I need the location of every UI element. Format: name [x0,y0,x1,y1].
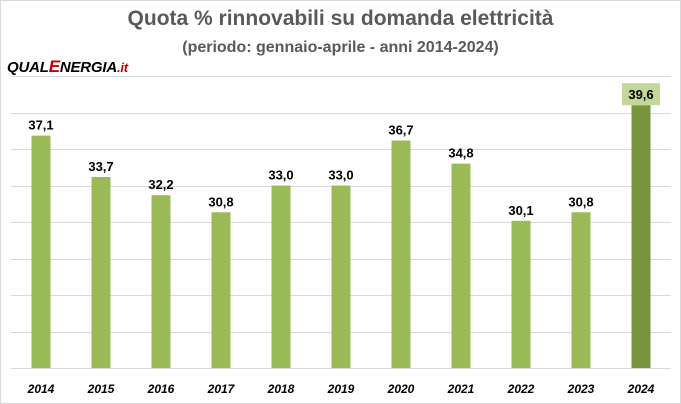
bar-2017 [211,212,231,368]
logo-part-it: .it [116,60,128,75]
data-label-2022: 30,1 [508,203,533,218]
x-tick-label-2023: 2023 [567,382,595,396]
bar-2024 [631,105,651,368]
bar-2014 [31,135,51,368]
bar-2023 [571,212,591,368]
logo-part-e: E [48,57,60,76]
data-label-2018: 33,0 [268,168,293,183]
x-tick-label-2020: 2020 [387,382,415,396]
bar-2018 [271,185,291,368]
highlight-label-background [622,83,660,106]
qualenergia-logo: QUALENERGIA.it [7,57,128,77]
x-tick-label-2017: 2017 [207,382,236,396]
bar-2022 [511,220,531,368]
data-label-2019: 33,0 [328,168,353,183]
bar-2015 [91,176,111,368]
x-tick-label-2014: 2014 [27,382,55,396]
x-tick-label-2021: 2021 [447,382,475,396]
x-tick-label-2015: 2015 [87,382,115,396]
chart-subtitle: (periodo: gennaio-aprile - anni 2014-202… [182,39,499,56]
x-tick-label-2022: 2022 [507,382,535,396]
data-label-2021: 34,8 [448,146,473,161]
bar-2019 [331,185,351,368]
data-label-2023: 30,8 [568,194,593,209]
x-tick-label-2024: 2024 [627,382,655,396]
logo-part-qual: QUAL [7,59,49,76]
logo-part-nergia: NERGIA [59,59,117,76]
data-label-2016: 32,2 [148,177,173,192]
data-label-2024: 39,6 [628,87,653,102]
x-tick-label-2016: 2016 [147,382,175,396]
x-tick-label-2018: 2018 [267,382,295,396]
bar-2021 [451,163,471,368]
data-label-2015: 33,7 [88,159,113,174]
x-tick-label-2019: 2019 [327,382,355,396]
data-label-2017: 30,8 [208,194,233,209]
bar-2016 [151,195,171,368]
bar-2020 [391,140,411,368]
data-label-2020: 36,7 [388,122,413,137]
data-label-2014: 37,1 [28,118,53,133]
chart-title: Quota % rinnovabili su domanda elettrici… [127,7,554,30]
